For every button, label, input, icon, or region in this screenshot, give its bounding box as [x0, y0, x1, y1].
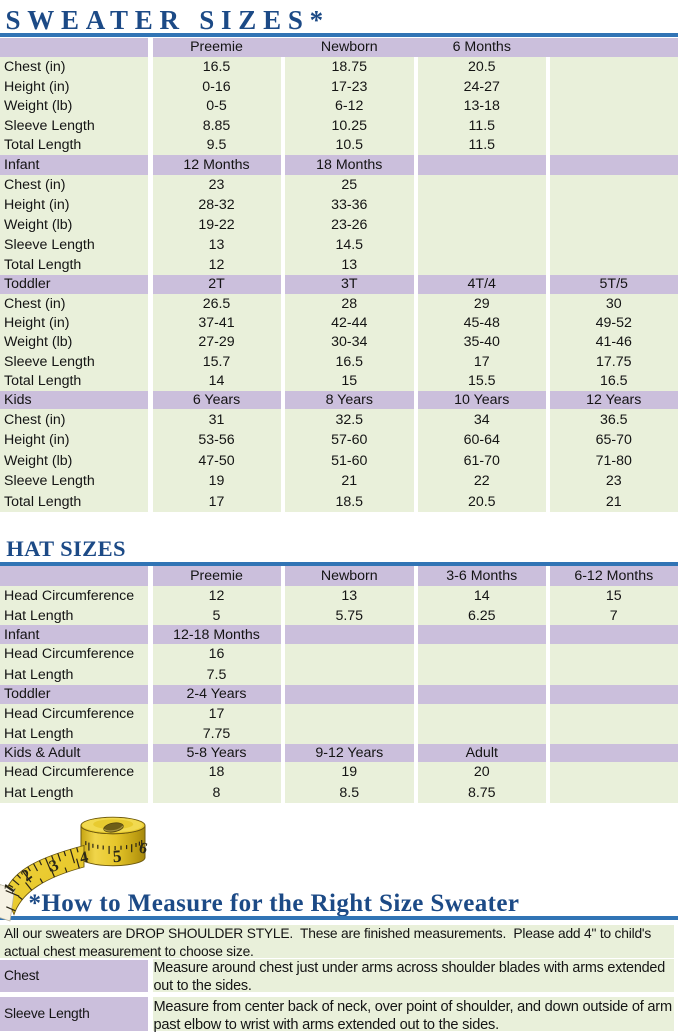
svg-text:5: 5	[112, 846, 122, 867]
svg-text:4: 4	[78, 847, 90, 867]
svg-text:6: 6	[137, 839, 149, 857]
